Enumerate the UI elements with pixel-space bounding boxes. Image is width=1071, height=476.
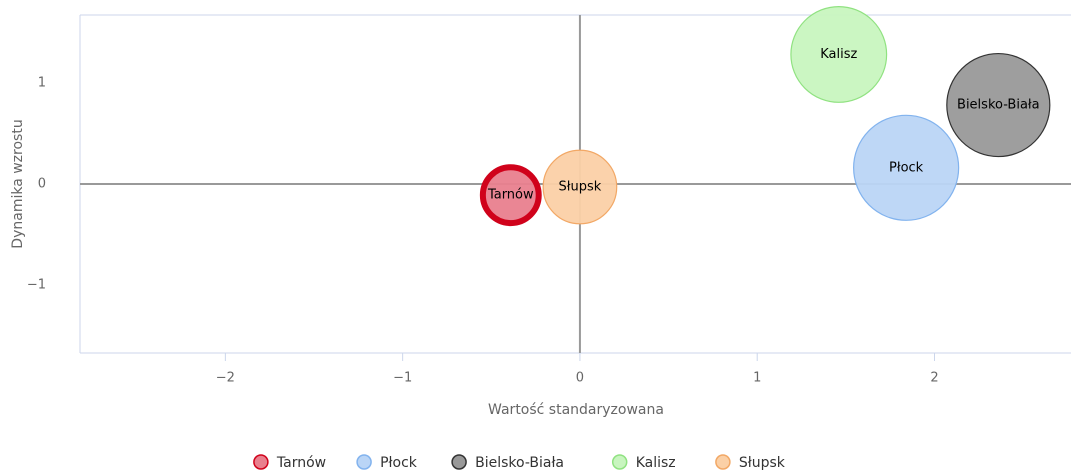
y-tick-label: 0 [38, 177, 46, 192]
legend-marker [253, 454, 269, 470]
legend-label: Słupsk [739, 455, 786, 471]
y-tick-label: −1 [27, 278, 46, 293]
bubble [479, 164, 542, 227]
legend-marker [611, 454, 628, 470]
x-tick-label: 0 [576, 371, 584, 386]
legend-marker [715, 454, 731, 470]
bubble [542, 149, 618, 225]
x-tick-label: −2 [216, 371, 235, 386]
legend-label: Płock [380, 455, 418, 471]
bubble [853, 114, 960, 221]
x-tick-label: 2 [930, 371, 938, 386]
bubble [946, 52, 1051, 158]
bubble [790, 6, 888, 103]
bubble-label: Płock [889, 160, 924, 175]
bubble-label: Tarnów [487, 188, 534, 203]
x-tick-label: 1 [753, 371, 761, 386]
bubble-label: Słupsk [559, 180, 602, 195]
x-axis-title: Wartość standaryzowana [488, 402, 664, 418]
legend-marker [451, 454, 467, 470]
bubble-label: Bielsko-Biała [957, 98, 1040, 113]
legend-label: Bielsko-Biała [475, 455, 564, 471]
legend-marker [356, 454, 372, 470]
legend-label: Tarnów [276, 455, 326, 471]
y-tick-label: 1 [38, 75, 46, 90]
bubble-label: Kalisz [820, 47, 857, 62]
x-tick-label: −1 [393, 371, 412, 386]
y-axis-title: Dynamika wzrostu [10, 119, 26, 248]
legend-label: Kalisz [636, 455, 676, 471]
